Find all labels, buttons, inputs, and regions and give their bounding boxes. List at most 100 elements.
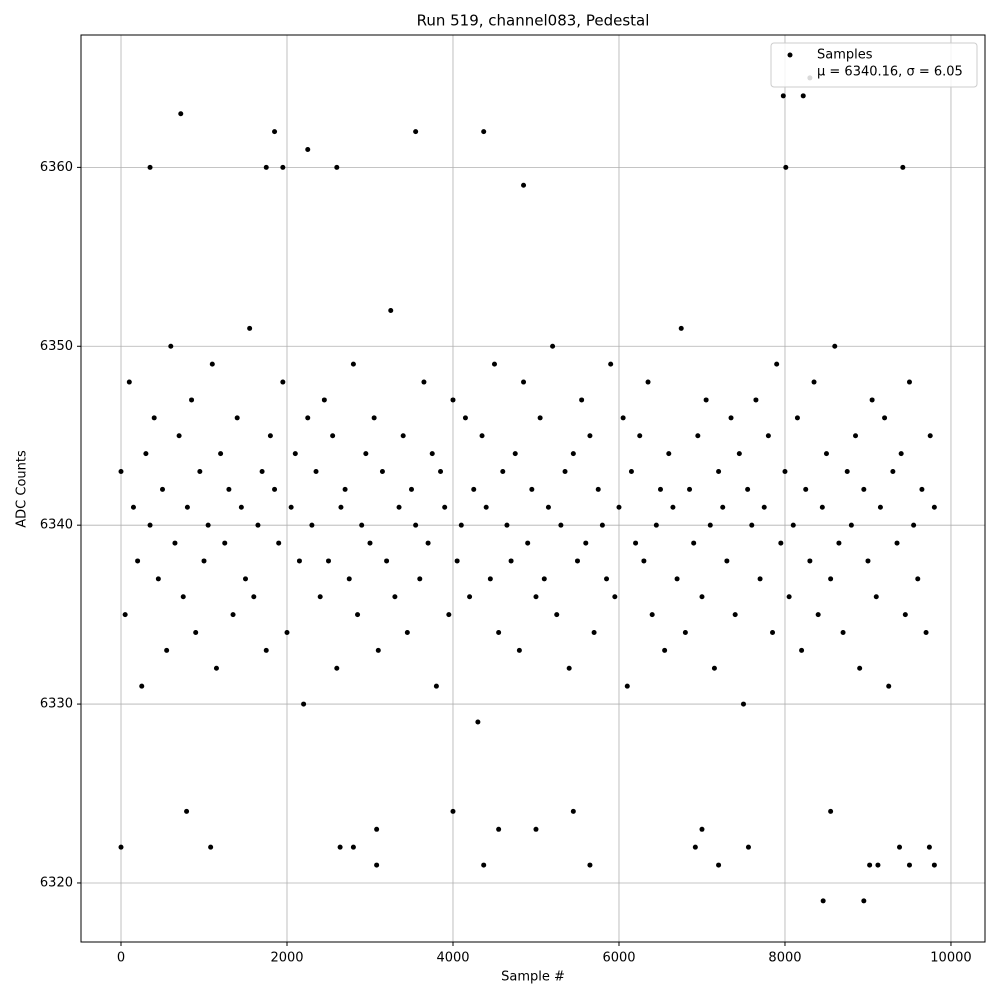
data-point bbox=[894, 540, 900, 546]
data-point bbox=[218, 451, 224, 457]
data-point bbox=[691, 540, 697, 546]
data-point bbox=[815, 612, 821, 618]
data-point bbox=[699, 594, 705, 600]
data-point bbox=[828, 808, 834, 814]
data-point bbox=[641, 558, 647, 564]
data-point bbox=[234, 415, 240, 421]
data-point bbox=[251, 594, 257, 600]
data-point bbox=[396, 504, 402, 510]
data-point bbox=[367, 540, 373, 546]
data-point bbox=[417, 576, 423, 582]
data-point bbox=[184, 808, 190, 814]
data-point bbox=[450, 808, 456, 814]
data-point bbox=[728, 415, 734, 421]
data-point bbox=[462, 415, 468, 421]
data-point bbox=[931, 504, 937, 510]
data-point bbox=[483, 504, 489, 510]
data-point bbox=[313, 469, 319, 475]
data-point bbox=[500, 469, 506, 475]
data-point bbox=[692, 844, 698, 850]
data-point bbox=[906, 379, 912, 385]
data-point bbox=[481, 862, 487, 868]
data-point bbox=[927, 433, 933, 439]
data-point bbox=[612, 594, 618, 600]
data-point bbox=[711, 665, 717, 671]
data-point bbox=[296, 558, 302, 564]
data-point bbox=[583, 540, 589, 546]
data-point bbox=[923, 630, 929, 636]
data-point bbox=[840, 630, 846, 636]
data-point bbox=[263, 647, 269, 653]
data-point bbox=[869, 397, 875, 403]
data-point bbox=[820, 898, 826, 904]
data-point bbox=[699, 826, 705, 832]
data-point bbox=[753, 397, 759, 403]
data-point bbox=[906, 862, 912, 868]
data-point bbox=[151, 415, 157, 421]
data-point bbox=[481, 129, 487, 135]
data-point bbox=[337, 844, 343, 850]
data-point bbox=[678, 325, 684, 331]
data-point bbox=[429, 451, 435, 457]
data-point bbox=[184, 504, 190, 510]
data-point bbox=[491, 361, 497, 367]
data-point bbox=[533, 594, 539, 600]
y-axis-label: ADC Counts bbox=[15, 450, 30, 528]
data-point bbox=[454, 558, 460, 564]
data-point bbox=[898, 451, 904, 457]
data-point bbox=[902, 612, 908, 618]
data-point bbox=[438, 469, 444, 475]
data-point bbox=[570, 451, 576, 457]
data-point bbox=[413, 522, 419, 528]
data-point bbox=[421, 379, 427, 385]
data-point bbox=[740, 701, 746, 707]
data-point bbox=[263, 164, 269, 170]
data-point bbox=[496, 826, 502, 832]
data-point bbox=[334, 164, 340, 170]
data-point bbox=[670, 504, 676, 510]
data-point bbox=[724, 558, 730, 564]
data-point bbox=[783, 164, 789, 170]
data-point bbox=[309, 522, 315, 528]
data-point bbox=[272, 129, 278, 135]
data-point bbox=[562, 469, 568, 475]
y-tick-label: 6330 bbox=[40, 697, 73, 712]
data-point bbox=[487, 576, 493, 582]
data-point bbox=[276, 540, 282, 546]
data-point bbox=[288, 504, 294, 510]
data-point bbox=[467, 594, 473, 600]
data-point bbox=[662, 647, 668, 653]
data-point bbox=[537, 415, 543, 421]
data-point bbox=[778, 540, 784, 546]
data-point bbox=[566, 665, 572, 671]
data-point bbox=[865, 558, 871, 564]
data-point bbox=[392, 594, 398, 600]
data-point bbox=[504, 522, 510, 528]
data-point bbox=[666, 451, 672, 457]
data-point bbox=[832, 343, 838, 349]
data-point bbox=[745, 486, 751, 492]
data-point bbox=[122, 612, 128, 618]
data-point bbox=[761, 504, 767, 510]
data-point bbox=[189, 397, 195, 403]
data-point bbox=[280, 164, 286, 170]
data-point bbox=[208, 844, 214, 850]
data-point bbox=[720, 504, 726, 510]
data-point bbox=[230, 612, 236, 618]
data-point bbox=[886, 683, 892, 689]
data-point bbox=[695, 433, 701, 439]
data-point bbox=[875, 862, 881, 868]
data-point bbox=[848, 522, 854, 528]
data-point bbox=[558, 522, 564, 528]
data-point bbox=[155, 576, 161, 582]
x-tick-label: 8000 bbox=[768, 951, 801, 966]
data-point bbox=[521, 379, 527, 385]
data-point bbox=[867, 862, 873, 868]
data-point bbox=[374, 862, 380, 868]
data-point bbox=[882, 415, 888, 421]
data-point bbox=[350, 844, 356, 850]
data-point bbox=[574, 558, 580, 564]
chart-title: Run 519, channel083, Pedestal bbox=[417, 12, 650, 30]
